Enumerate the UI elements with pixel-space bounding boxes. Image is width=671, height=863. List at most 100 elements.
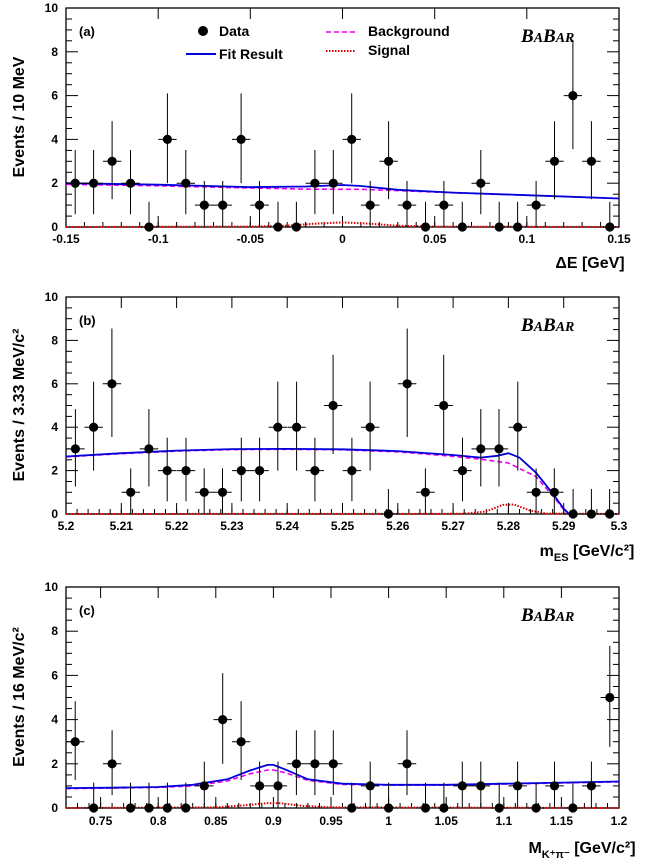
- data-marker: [144, 444, 154, 454]
- data-point: [66, 701, 85, 780]
- data-marker: [107, 759, 117, 769]
- data-point: [324, 150, 343, 215]
- data-point: [268, 381, 287, 471]
- data-point: [582, 121, 601, 200]
- data-point: [489, 409, 509, 487]
- data-marker: [420, 222, 431, 232]
- data-marker: [568, 91, 578, 101]
- data-point: [121, 150, 140, 215]
- data-marker: [217, 487, 228, 497]
- data-marker: [494, 444, 504, 454]
- y-tick-label: 8: [51, 45, 58, 59]
- data-marker: [70, 737, 80, 747]
- panel-label: (b): [79, 313, 96, 328]
- x-tick-label: 1.1: [495, 814, 512, 828]
- data-marker: [292, 422, 302, 432]
- data-point: [250, 181, 269, 227]
- data-point: [139, 201, 159, 232]
- x-tick-label: 0.8: [150, 814, 167, 828]
- data-marker: [236, 134, 246, 144]
- y-tick-label: 0: [51, 801, 58, 815]
- data-point: [379, 782, 398, 813]
- data-point: [195, 761, 214, 808]
- data-point: [176, 437, 196, 502]
- y-axis-title: Events / 3.33 MeV/c²: [11, 329, 28, 482]
- x-axis-title: MK⁺π⁻ [GeV/c²]: [528, 840, 635, 861]
- panel-a: 0 2 4 6 8 10 -0.15 -0.1 -0.05 0 0.05 0.1 0.15 (a) BABA…: [11, 1, 631, 272]
- y-tick-label: 2: [51, 464, 58, 478]
- data-point: [342, 93, 361, 184]
- data-marker: [384, 803, 394, 813]
- data-marker: [347, 803, 357, 813]
- panel-b: 0 2 4 6 8 10 5.2 5.21 5.22 5.23 5.24 5.25 5.26 5.27 5.…: [11, 290, 634, 564]
- x-tick-label: 5.21: [110, 519, 134, 533]
- legend: Data Fit Result Background Signal: [186, 23, 450, 62]
- data-marker: [218, 715, 228, 725]
- data-point: [526, 782, 546, 813]
- babar-logo: BABAR: [520, 26, 574, 47]
- data-point: [508, 381, 527, 471]
- x-tick-label: 0.85: [204, 814, 228, 828]
- data-marker: [586, 156, 597, 166]
- data-point: [213, 673, 232, 764]
- data-point: [526, 468, 546, 514]
- x-tick-label: 1.2: [611, 814, 628, 828]
- data-marker: [254, 200, 265, 210]
- data-point: [139, 409, 159, 487]
- data-marker: [420, 803, 431, 813]
- data-point: [434, 782, 454, 813]
- data-point: [563, 39, 583, 150]
- data-point: [360, 381, 380, 471]
- data-marker: [494, 222, 504, 232]
- data-point: [508, 761, 527, 808]
- data-point: [397, 181, 417, 227]
- data-marker: [273, 781, 283, 791]
- data-marker: [162, 803, 172, 813]
- x-tick-label: -0.1: [148, 232, 169, 246]
- data-point: [398, 328, 417, 437]
- data-point: [545, 761, 564, 808]
- data-point: [342, 782, 361, 813]
- y-tick-label: 0: [51, 507, 58, 521]
- y-tick-label: 4: [51, 420, 58, 434]
- x-tick-label: 1.05: [435, 814, 459, 828]
- babar-logo: BABAR: [520, 605, 574, 626]
- data-point: [121, 468, 140, 514]
- data-marker: [181, 178, 191, 188]
- data-point: [600, 489, 619, 519]
- data-point: [490, 201, 509, 232]
- panel-label: (c): [79, 603, 95, 618]
- x-tick-label: 5.26: [386, 519, 410, 533]
- data-marker: [531, 487, 541, 497]
- data-marker: [89, 178, 99, 188]
- data-marker: [218, 200, 228, 210]
- data-marker: [70, 178, 80, 188]
- data-point: [268, 761, 288, 808]
- data-marker: [255, 781, 265, 791]
- legend-data-marker: [198, 26, 208, 36]
- data-marker: [162, 466, 172, 476]
- data-point: [508, 201, 527, 232]
- data-marker: [365, 781, 375, 791]
- data-point: [453, 437, 472, 502]
- x-axis-title: ΔE [GeV]: [555, 255, 624, 272]
- x-axis-title: mES [GeV/c²]: [540, 543, 635, 564]
- x-tick-label: 5.27: [441, 519, 465, 533]
- data-marker: [605, 222, 615, 232]
- data-marker: [383, 509, 393, 519]
- data-marker: [255, 466, 265, 476]
- y-tick-label: 6: [51, 89, 58, 103]
- data-marker: [107, 379, 117, 389]
- data-marker: [513, 781, 523, 791]
- data-point: [324, 730, 343, 796]
- data-marker: [273, 422, 283, 432]
- data-point: [84, 150, 103, 215]
- data-point: [176, 782, 195, 813]
- data-point: [545, 121, 564, 200]
- legend-signal-label: Signal: [368, 42, 410, 58]
- data-point: [268, 201, 288, 232]
- data-point: [379, 489, 398, 519]
- data-point: [434, 354, 453, 454]
- y-tick-label: 4: [51, 713, 58, 727]
- babar-logo: BABAR: [520, 315, 574, 336]
